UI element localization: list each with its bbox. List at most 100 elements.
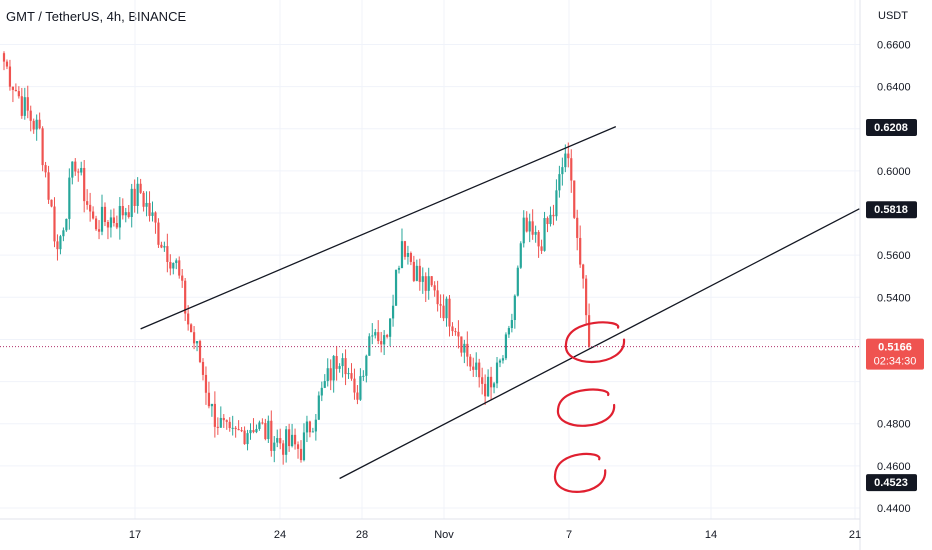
candle-body <box>267 420 270 440</box>
candle-body <box>344 358 347 375</box>
candle-body <box>169 261 172 269</box>
trend-line[interactable] <box>339 208 860 480</box>
candle-body <box>225 420 228 422</box>
candle-body <box>347 373 350 375</box>
candle-body <box>296 444 300 449</box>
candle-body <box>433 285 436 291</box>
candle-body <box>181 275 184 281</box>
candle-body <box>368 336 371 356</box>
bar-countdown-label: 02:34:30 <box>874 356 917 368</box>
candle-body <box>442 305 445 319</box>
candle-body <box>427 276 430 291</box>
candle-body <box>163 246 166 248</box>
candle-body <box>487 376 490 397</box>
candle-body <box>270 420 273 451</box>
candle-body <box>86 201 89 205</box>
candle-body <box>290 434 294 447</box>
annotation-circle[interactable] <box>564 321 626 364</box>
candle-body <box>582 264 585 279</box>
candle-body <box>47 172 50 200</box>
candle-body <box>142 192 145 207</box>
candle-body <box>273 442 276 451</box>
candle-body <box>160 244 163 248</box>
candle-body <box>558 174 561 191</box>
price-tick-label: 0.6600 <box>877 39 911 51</box>
candle-body <box>240 430 243 432</box>
candle-body <box>451 326 454 332</box>
candle-body <box>430 276 433 286</box>
candle-body <box>463 343 466 353</box>
candles <box>2 51 591 465</box>
candle-body <box>276 438 279 443</box>
candle-body <box>50 199 53 207</box>
candle-body <box>293 434 297 445</box>
candle-body <box>415 265 418 281</box>
annotation-circle[interactable] <box>554 452 607 493</box>
candle-body <box>210 403 213 407</box>
candle-body <box>525 217 528 232</box>
candle-body <box>222 417 225 421</box>
candle-body <box>522 217 525 244</box>
candle-body <box>329 368 332 381</box>
candle-body <box>528 221 531 232</box>
candle-body <box>302 432 306 461</box>
candle-body <box>139 183 142 193</box>
price-tick-label: 0.6000 <box>877 166 911 178</box>
candle-body <box>317 395 320 420</box>
candle-body <box>436 290 439 305</box>
candle-body <box>383 335 386 345</box>
candle-body <box>94 218 98 230</box>
candle-body <box>481 377 484 384</box>
candle-body <box>35 119 38 130</box>
time-axis[interactable]: 17 24 28 Nov 7 14 21 <box>129 529 861 541</box>
time-tick-label: 7 <box>566 529 572 541</box>
candle-body <box>80 167 83 173</box>
price-tag <box>866 474 917 492</box>
trend-line[interactable] <box>140 126 617 330</box>
candle-body <box>356 392 359 400</box>
candle-body <box>83 167 86 202</box>
candle-body <box>391 305 395 319</box>
candle-body <box>118 206 121 228</box>
candle-body <box>11 86 15 90</box>
candle-body <box>510 320 513 329</box>
candle-body <box>100 206 104 232</box>
price-axis[interactable]: 0.6600 0.6400 0.6000 0.5600 0.5400 0.4800 0.46… <box>877 39 911 515</box>
drawings[interactable] <box>0 126 860 493</box>
time-tick-label: Nov <box>434 529 454 541</box>
candle-body <box>552 214 555 217</box>
price-tick-label: 0.4800 <box>877 419 911 431</box>
candle-body <box>585 278 588 316</box>
candle-body <box>175 260 178 264</box>
candle-body <box>537 231 540 247</box>
candle-body <box>314 419 317 432</box>
candle-body <box>424 276 427 291</box>
candle-body <box>249 430 252 434</box>
candle-body <box>237 429 240 431</box>
candle-body <box>103 206 107 222</box>
candle-body <box>543 218 546 251</box>
candle-body <box>377 332 380 342</box>
candle-body <box>20 96 23 116</box>
price-tag-label: 0.4523 <box>874 477 908 489</box>
candle-body <box>323 381 326 388</box>
price-tick-label: 0.6400 <box>877 82 911 94</box>
candle-body <box>475 362 478 370</box>
candle-body <box>32 120 35 130</box>
candle-body <box>472 366 475 370</box>
candle-body <box>418 265 421 282</box>
time-tick-label: 24 <box>274 529 286 541</box>
candle-body <box>531 221 534 235</box>
candle-body <box>184 280 187 314</box>
candle-body <box>71 161 74 178</box>
candle-body <box>121 206 124 216</box>
candle-body <box>252 430 255 433</box>
candle-body <box>264 423 267 440</box>
candle-body <box>65 218 68 231</box>
candle-body <box>549 214 552 225</box>
annotation-circle[interactable] <box>557 388 616 427</box>
candle-body <box>311 431 314 433</box>
candle-body <box>127 212 130 217</box>
candle-body <box>573 180 576 218</box>
